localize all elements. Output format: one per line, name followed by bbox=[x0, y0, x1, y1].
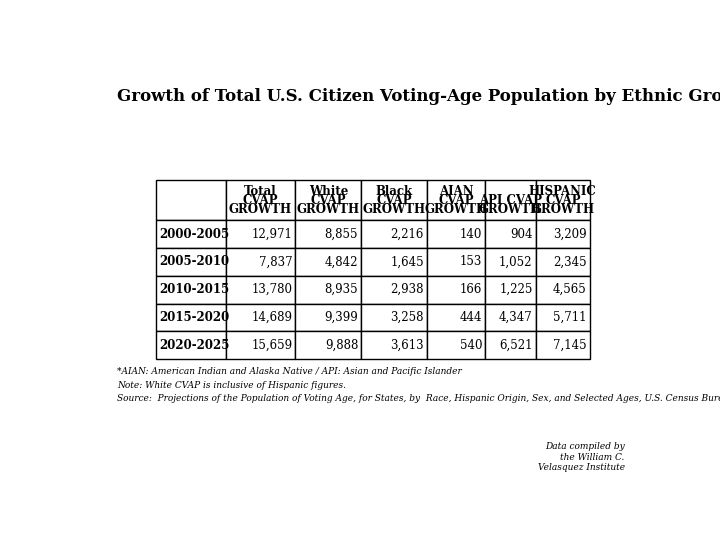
Bar bbox=[427, 220, 485, 248]
Text: Data compiled by
the William C.
Velasquez Institute: Data compiled by the William C. Velasque… bbox=[538, 442, 625, 472]
Text: 3,258: 3,258 bbox=[390, 311, 424, 324]
Bar bbox=[156, 180, 225, 220]
Bar bbox=[225, 180, 295, 220]
Text: 15,659: 15,659 bbox=[251, 339, 292, 352]
Bar bbox=[536, 220, 590, 248]
Text: 1,645: 1,645 bbox=[390, 255, 424, 268]
Bar bbox=[361, 248, 427, 276]
Bar bbox=[156, 248, 225, 276]
Text: 2010-2015: 2010-2015 bbox=[159, 283, 229, 296]
Text: 9,888: 9,888 bbox=[325, 339, 358, 352]
Bar bbox=[536, 276, 590, 303]
Text: 1,052: 1,052 bbox=[499, 255, 533, 268]
Text: 2000-2005: 2000-2005 bbox=[159, 228, 229, 241]
Text: CVAP: CVAP bbox=[545, 194, 580, 207]
Bar bbox=[295, 220, 361, 248]
Text: *AIAN: American Indian and Alaska Native / API: Asian and Pacific Islander: *AIAN: American Indian and Alaska Native… bbox=[117, 367, 462, 376]
Text: 2,345: 2,345 bbox=[553, 255, 587, 268]
Text: 12,971: 12,971 bbox=[251, 228, 292, 241]
Bar bbox=[536, 248, 590, 276]
Text: 1,225: 1,225 bbox=[499, 283, 533, 296]
Text: 2,938: 2,938 bbox=[390, 283, 424, 296]
Bar bbox=[361, 331, 427, 359]
Text: CVAP: CVAP bbox=[243, 194, 278, 207]
Bar bbox=[427, 276, 485, 303]
Text: 166: 166 bbox=[460, 283, 482, 296]
Text: 6,521: 6,521 bbox=[499, 339, 533, 352]
Text: 904: 904 bbox=[510, 228, 533, 241]
Text: CVAP: CVAP bbox=[377, 194, 412, 207]
Bar bbox=[536, 331, 590, 359]
Text: GROWTH: GROWTH bbox=[229, 203, 292, 216]
Bar bbox=[156, 303, 225, 331]
Bar bbox=[361, 180, 427, 220]
Bar bbox=[295, 248, 361, 276]
Text: 4,842: 4,842 bbox=[325, 255, 358, 268]
Text: 9,399: 9,399 bbox=[325, 311, 358, 324]
Text: 4,565: 4,565 bbox=[553, 283, 587, 296]
Text: 2,216: 2,216 bbox=[391, 228, 424, 241]
Text: HISPANIC: HISPANIC bbox=[529, 185, 597, 198]
Bar bbox=[485, 220, 536, 248]
Text: 540: 540 bbox=[459, 339, 482, 352]
Text: 2020-2025: 2020-2025 bbox=[159, 339, 230, 352]
Text: White: White bbox=[309, 185, 348, 198]
Text: Growth of Total U.S. Citizen Voting-Age Population by Ethnic Group, (2000-2025): Growth of Total U.S. Citizen Voting-Age … bbox=[117, 88, 720, 105]
Text: 153: 153 bbox=[460, 255, 482, 268]
Bar bbox=[485, 331, 536, 359]
Text: GROWTH: GROWTH bbox=[425, 203, 487, 216]
Text: 14,689: 14,689 bbox=[251, 311, 292, 324]
Bar bbox=[361, 303, 427, 331]
Bar bbox=[295, 276, 361, 303]
Text: GROWTH: GROWTH bbox=[531, 203, 594, 216]
Bar bbox=[361, 220, 427, 248]
Bar bbox=[536, 180, 590, 220]
Text: Total: Total bbox=[244, 185, 276, 198]
Text: AIAN: AIAN bbox=[439, 185, 474, 198]
Text: CVAP: CVAP bbox=[438, 194, 474, 207]
Bar bbox=[427, 331, 485, 359]
Bar bbox=[427, 180, 485, 220]
Bar bbox=[295, 331, 361, 359]
Text: 2015-2020: 2015-2020 bbox=[159, 311, 229, 324]
Bar bbox=[225, 303, 295, 331]
Text: API CVAP: API CVAP bbox=[479, 194, 542, 207]
Bar bbox=[485, 276, 536, 303]
Bar bbox=[225, 331, 295, 359]
Bar bbox=[156, 331, 225, 359]
Bar bbox=[485, 180, 536, 220]
Text: CVAP: CVAP bbox=[310, 194, 346, 207]
Text: GROWTH: GROWTH bbox=[479, 203, 542, 216]
Bar bbox=[295, 303, 361, 331]
Text: 13,780: 13,780 bbox=[251, 283, 292, 296]
Bar bbox=[427, 303, 485, 331]
Text: Black: Black bbox=[376, 185, 413, 198]
Bar bbox=[485, 303, 536, 331]
Text: 4,347: 4,347 bbox=[499, 311, 533, 324]
Bar bbox=[225, 276, 295, 303]
Bar bbox=[295, 180, 361, 220]
Bar bbox=[225, 248, 295, 276]
Bar bbox=[536, 303, 590, 331]
Bar bbox=[361, 276, 427, 303]
Bar bbox=[485, 248, 536, 276]
Text: 7,145: 7,145 bbox=[553, 339, 587, 352]
Bar bbox=[225, 220, 295, 248]
Text: Note: White CVAP is inclusive of Hispanic figures.: Note: White CVAP is inclusive of Hispani… bbox=[117, 381, 346, 389]
Text: GROWTH: GROWTH bbox=[297, 203, 360, 216]
Bar bbox=[156, 276, 225, 303]
Text: 3,613: 3,613 bbox=[390, 339, 424, 352]
Text: 8,935: 8,935 bbox=[325, 283, 358, 296]
Text: 3,209: 3,209 bbox=[553, 228, 587, 241]
Text: GROWTH: GROWTH bbox=[363, 203, 426, 216]
Text: 5,711: 5,711 bbox=[553, 311, 587, 324]
Text: 8,855: 8,855 bbox=[325, 228, 358, 241]
Text: 7,837: 7,837 bbox=[258, 255, 292, 268]
Text: 2005-2010: 2005-2010 bbox=[159, 255, 229, 268]
Text: 444: 444 bbox=[459, 311, 482, 324]
Bar bbox=[156, 220, 225, 248]
Text: Source:  Projections of the Population of Voting Age, for States, by  Race, Hisp: Source: Projections of the Population of… bbox=[117, 394, 720, 403]
Bar bbox=[427, 248, 485, 276]
Text: 140: 140 bbox=[460, 228, 482, 241]
